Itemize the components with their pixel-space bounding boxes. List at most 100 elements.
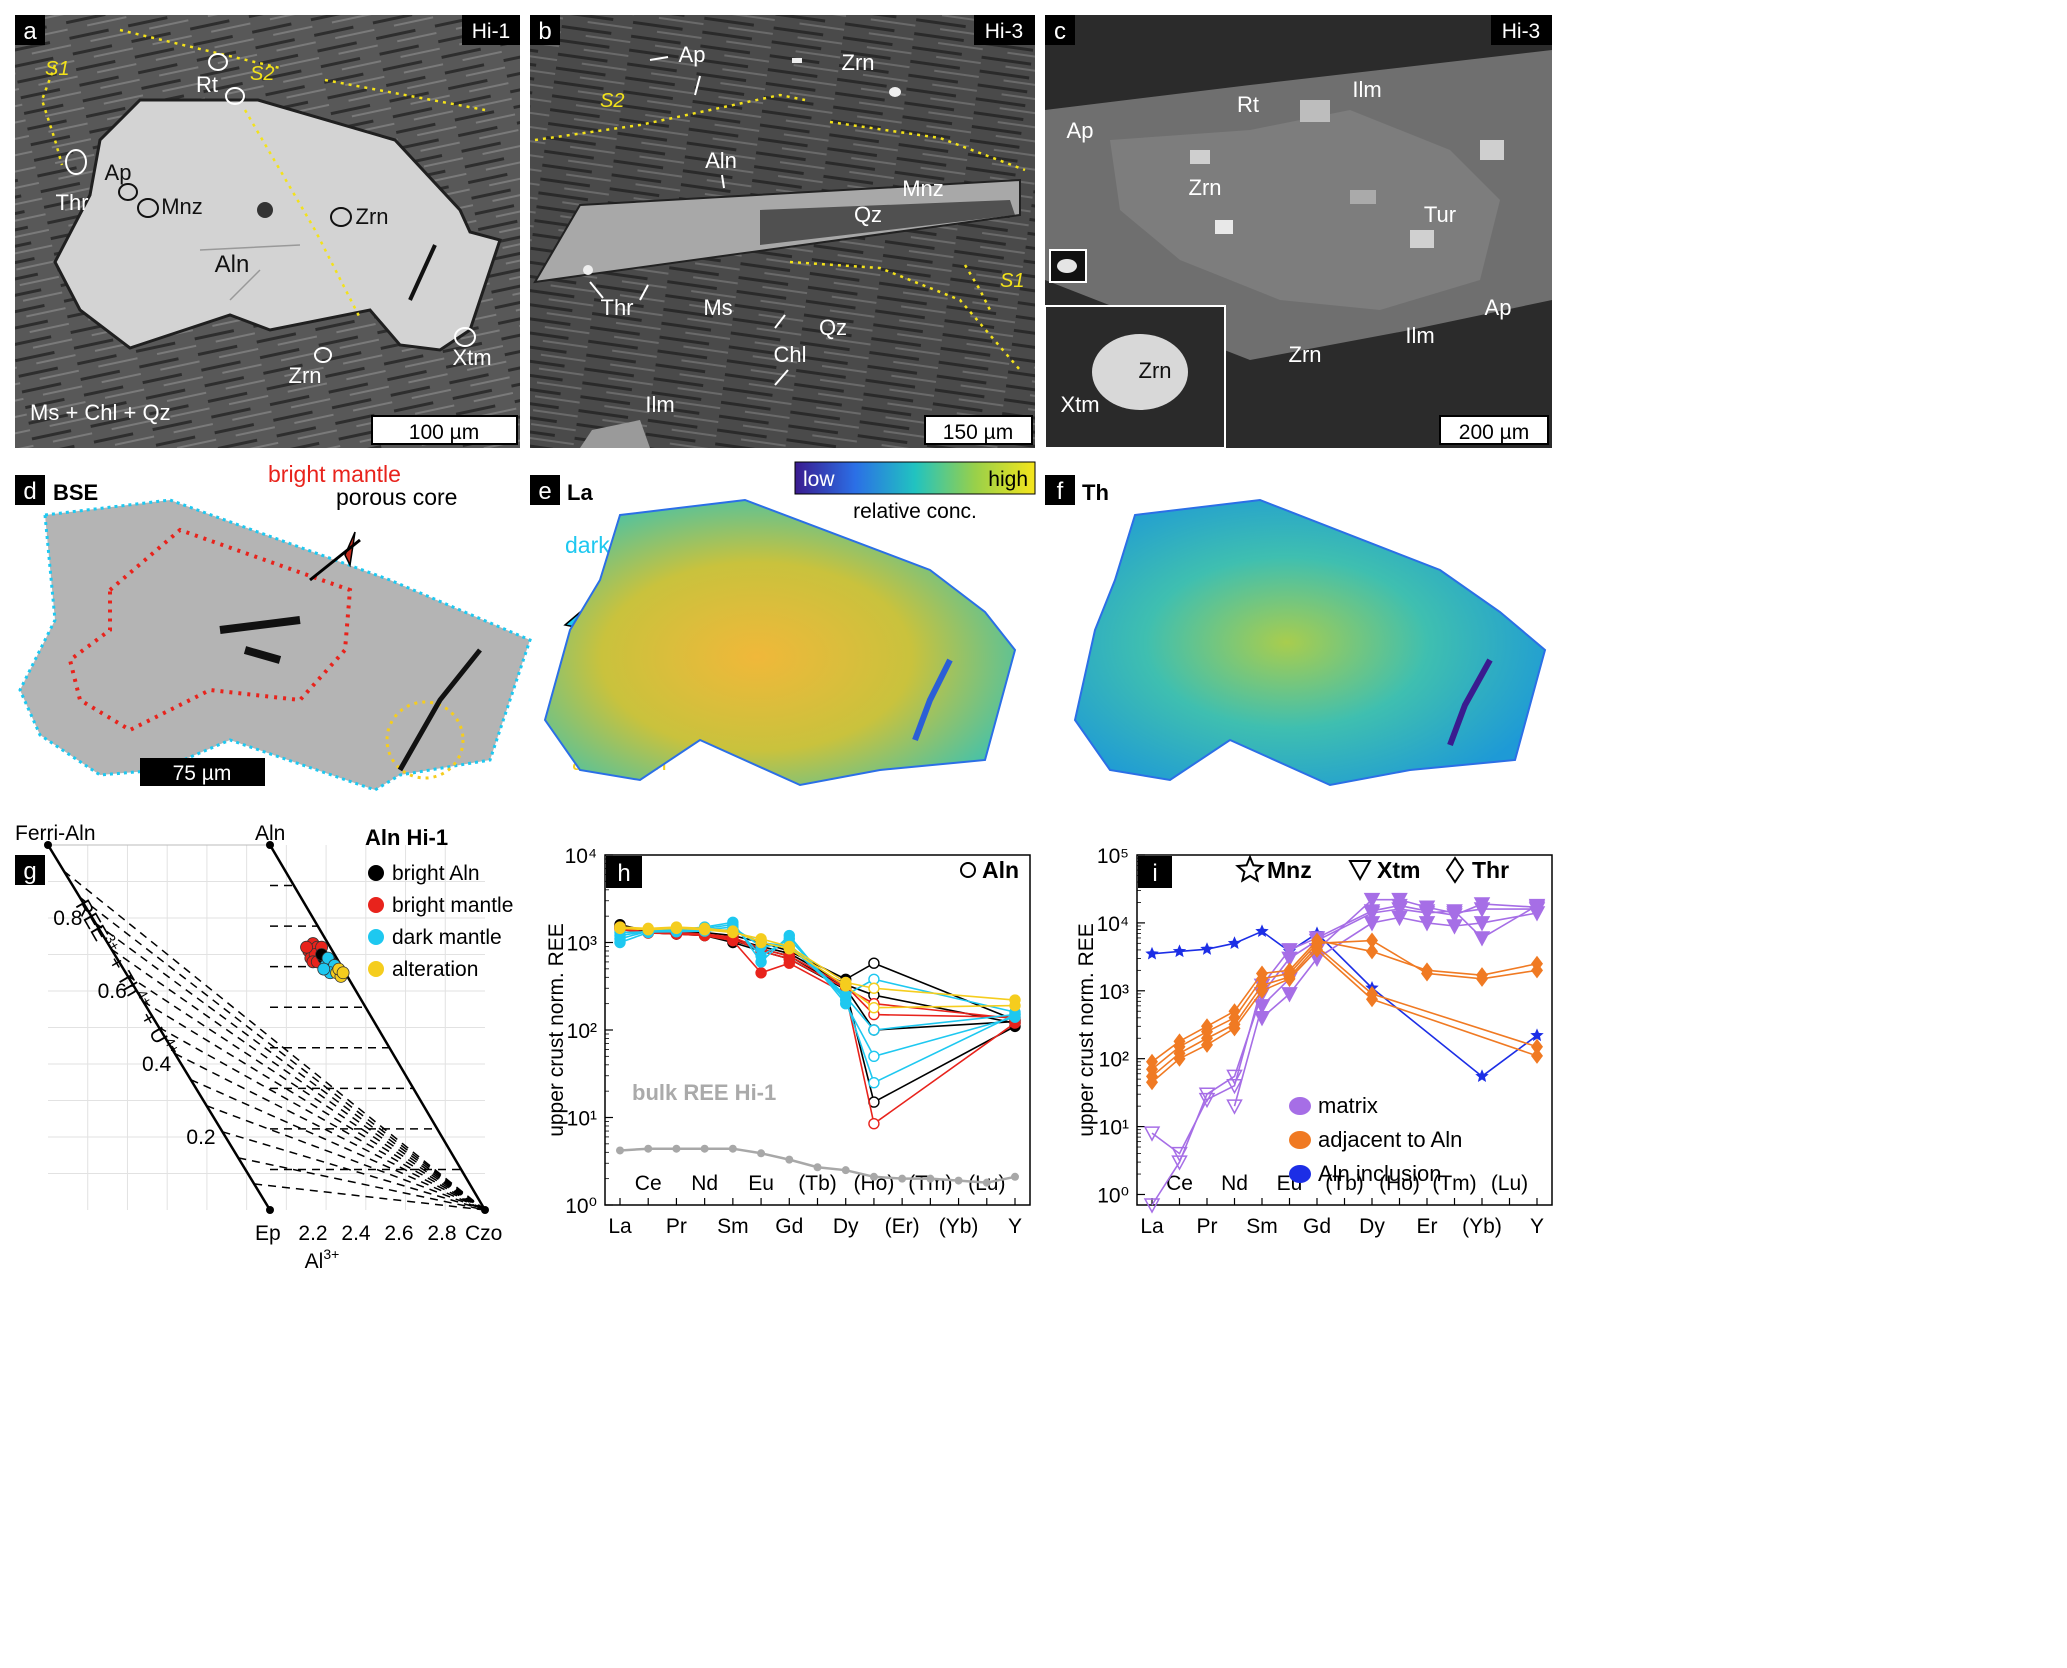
series-marker bbox=[1366, 991, 1378, 1008]
i-ticks: 10⁰10¹10²10³10⁴10⁵LaCePrNdSmEuGd(Tb)Dy(H… bbox=[1097, 845, 1544, 1238]
i-legend-label: Aln inclusion bbox=[1318, 1161, 1442, 1186]
mineral-label: Ilm bbox=[645, 392, 674, 417]
series-marker bbox=[1475, 1069, 1489, 1082]
series-line bbox=[1233, 898, 1537, 1107]
series-marker bbox=[1201, 1036, 1213, 1053]
series-marker bbox=[868, 982, 880, 994]
series-marker bbox=[1256, 982, 1268, 999]
series-marker bbox=[1311, 941, 1323, 958]
x-tick-label: Pr bbox=[666, 1215, 687, 1238]
series-marker bbox=[1446, 919, 1463, 935]
panel-g: Ferri-Aln Aln Ep Czo 2.2 2.4 2.6 2.8 0.2 0.4… bbox=[15, 822, 513, 1273]
series-marker bbox=[1421, 965, 1433, 982]
bulk-point bbox=[982, 1178, 991, 1187]
i-symbol-label: Mnz bbox=[1267, 857, 1312, 883]
x-tick-label: (Yb) bbox=[939, 1215, 979, 1238]
y-tick-label: 10¹ bbox=[1099, 1117, 1129, 1140]
mineral-label: Ilm bbox=[1352, 77, 1381, 102]
x-tick-label: (Tm) bbox=[1432, 1172, 1476, 1195]
series-marker bbox=[1476, 970, 1488, 987]
series-marker bbox=[868, 1024, 880, 1036]
series-marker bbox=[1391, 910, 1408, 927]
bulk-point bbox=[616, 1146, 624, 1155]
x-tick-label: Er bbox=[1417, 1215, 1438, 1238]
mineral-label: Zrn bbox=[356, 204, 389, 229]
scale-bar-label: 75 µm bbox=[173, 762, 232, 785]
colorbar-low: low bbox=[803, 468, 835, 491]
i-legend-label: matrix bbox=[1318, 1093, 1378, 1118]
bulk-point bbox=[785, 1155, 794, 1164]
y-tick-label: 10⁰ bbox=[565, 1195, 597, 1218]
series-marker bbox=[1171, 1155, 1188, 1171]
y-tick-label: 10⁴ bbox=[565, 845, 597, 868]
i-y-label: upper crust norm. REE bbox=[1075, 923, 1098, 1137]
annotation-bright-mantle: bright mantle bbox=[268, 461, 401, 487]
colorbar-caption: relative conc. bbox=[853, 500, 977, 523]
series-marker bbox=[1143, 1126, 1161, 1142]
series-marker bbox=[1009, 999, 1021, 1012]
bulk-point bbox=[644, 1144, 653, 1153]
x-tick-label: Y bbox=[1530, 1215, 1544, 1238]
colorbar-high: high bbox=[988, 468, 1028, 491]
series-marker bbox=[1143, 1198, 1161, 1214]
series-marker bbox=[868, 1050, 880, 1063]
series-marker bbox=[783, 942, 795, 955]
mineral-label: Zrn bbox=[842, 50, 875, 75]
bulk-point bbox=[672, 1144, 681, 1153]
mineral-label: Tur bbox=[1424, 202, 1456, 227]
panel-c-letter: c bbox=[1054, 18, 1066, 45]
x-tick-label: Dy bbox=[1359, 1215, 1385, 1238]
foliation-label: S1 bbox=[45, 58, 69, 80]
x-tick-label: Gd bbox=[1303, 1215, 1331, 1238]
series-marker bbox=[1281, 987, 1298, 1003]
mineral-label: Zrn bbox=[1189, 175, 1222, 200]
series-marker bbox=[1366, 932, 1378, 949]
series-marker bbox=[868, 1117, 880, 1130]
allanite-grain bbox=[53, 98, 502, 352]
mineral-label: Aln bbox=[215, 251, 250, 278]
series-marker bbox=[1145, 946, 1159, 960]
series-marker bbox=[1172, 944, 1187, 958]
series-marker bbox=[1227, 936, 1242, 949]
panel-g-letter: g bbox=[23, 858, 36, 885]
series-marker bbox=[755, 936, 767, 949]
series-marker bbox=[1146, 1074, 1158, 1091]
y-tick-label: 10³ bbox=[567, 933, 597, 956]
x-tick-label: (Ho) bbox=[1379, 1172, 1420, 1195]
assemblage-label: Ms + Chl + Qz bbox=[30, 400, 171, 425]
panel-e-title: La bbox=[567, 480, 593, 505]
g-x-label: Al3+ bbox=[305, 1246, 340, 1273]
g-legend-label: bright mantle bbox=[392, 894, 513, 917]
i-legend-marker bbox=[1289, 1131, 1311, 1149]
mineral-label: Qz bbox=[819, 315, 847, 340]
g-x-tick: 2.2 bbox=[298, 1222, 327, 1245]
mineral-label: Ap bbox=[1485, 295, 1512, 320]
g-legend-marker bbox=[368, 961, 384, 977]
bulk-point bbox=[869, 1172, 878, 1181]
g-vertex-aln: Aln bbox=[255, 822, 285, 845]
panel-a-sample: Hi-1 bbox=[472, 20, 511, 43]
panel-h-letter: h bbox=[617, 860, 630, 887]
g-legend-title: Aln Hi-1 bbox=[365, 825, 448, 850]
i-symbol-label: Xtm bbox=[1377, 857, 1420, 883]
scale-bar-label: 150 µm bbox=[943, 421, 1013, 444]
series-marker bbox=[1283, 970, 1296, 987]
panel-f-letter: f bbox=[1057, 478, 1064, 505]
series-marker bbox=[698, 922, 711, 935]
y-tick-label: 10² bbox=[567, 1020, 597, 1043]
series-marker bbox=[1363, 892, 1381, 909]
g-x-tick: 2.6 bbox=[384, 1222, 413, 1245]
g-point bbox=[317, 962, 331, 976]
g-vertex-ferri-aln: Ferri-Aln bbox=[15, 822, 96, 845]
mineral-label: Ap bbox=[1067, 118, 1094, 143]
i-symbol-marker bbox=[1348, 860, 1372, 882]
x-tick-label: Ce bbox=[1166, 1172, 1193, 1195]
series-marker bbox=[1418, 916, 1436, 932]
bse-grain bbox=[18, 498, 532, 792]
x-tick-label: (Tb) bbox=[1325, 1172, 1364, 1195]
foliation-label: S2 bbox=[250, 63, 274, 85]
panel-d-title: BSE bbox=[53, 480, 98, 505]
inset-label: Xtm bbox=[1060, 392, 1099, 417]
i-legend-label: adjacent to Aln bbox=[1318, 1127, 1462, 1152]
